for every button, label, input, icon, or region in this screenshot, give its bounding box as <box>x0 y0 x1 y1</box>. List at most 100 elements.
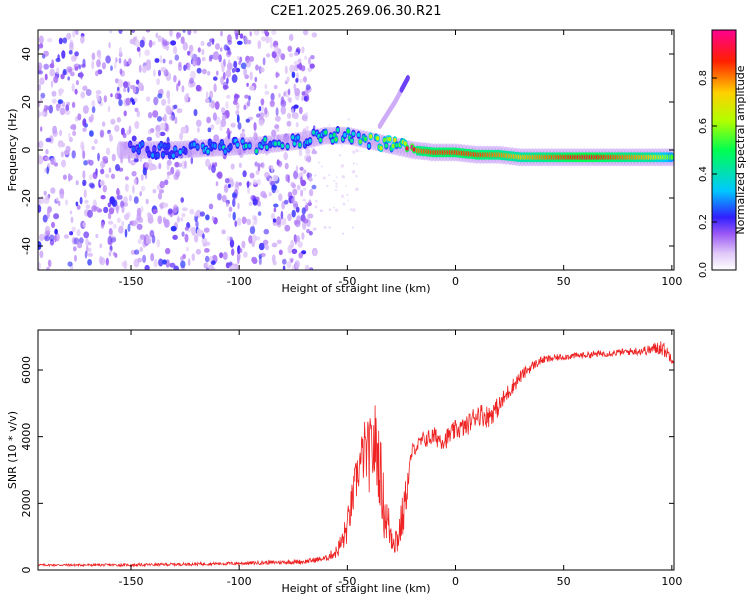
noise-speckle <box>257 162 261 172</box>
noise-speckle <box>232 192 237 199</box>
noise-speckle <box>68 173 71 182</box>
noise-speckle <box>186 246 189 252</box>
noise-speckle <box>127 223 131 232</box>
noise-speckle <box>108 132 112 140</box>
noise-speckle <box>160 98 167 106</box>
noise-speckle <box>39 43 44 49</box>
noise-speckle <box>142 65 147 73</box>
y-tick-label: 0 <box>20 147 33 154</box>
noise-speckle <box>276 159 280 166</box>
noise-speckle <box>301 95 304 102</box>
noise-speckle <box>249 31 252 37</box>
noise-speckle <box>131 135 137 142</box>
noise-speckle <box>271 30 277 35</box>
noise-speckle <box>320 209 324 213</box>
noise-speckle <box>280 210 284 220</box>
noise-speckle <box>355 187 359 191</box>
noise-speckle <box>38 140 44 149</box>
noise-speckle <box>314 126 317 129</box>
noise-speckle <box>136 212 142 221</box>
noise-speckle <box>239 132 246 139</box>
noise-speckle <box>230 163 235 170</box>
noise-speckle <box>59 107 66 116</box>
noise-speckle <box>173 173 180 181</box>
noise-speckle <box>133 157 139 163</box>
noise-speckle <box>303 154 310 162</box>
noise-speckle <box>205 91 209 100</box>
noise-speckle <box>214 162 218 167</box>
noise-speckle <box>355 148 359 153</box>
noise-speckle <box>254 122 257 131</box>
ridge-core <box>163 144 167 149</box>
noise-speckle <box>189 52 194 58</box>
noise-speckle <box>138 64 142 73</box>
noise-speckle <box>72 246 77 252</box>
ridge-core <box>412 147 416 152</box>
noise-speckle <box>51 90 57 97</box>
noise-speckle <box>301 232 305 240</box>
noise-speckle <box>137 82 144 91</box>
noise-speckle <box>335 176 338 179</box>
noise-speckle <box>62 37 68 44</box>
noise-speckle <box>301 91 306 96</box>
noise-speckle <box>299 166 304 171</box>
noise-speckle <box>318 161 321 164</box>
noise-speckle <box>273 84 278 90</box>
noise-speckle <box>80 91 85 99</box>
noise-speckle <box>306 216 310 220</box>
noise-speckle <box>99 243 103 249</box>
noise-speckle <box>108 220 114 225</box>
noise-speckle <box>114 124 120 132</box>
noise-speckle <box>232 211 236 221</box>
noise-speckle <box>110 173 116 180</box>
noise-speckle <box>249 172 255 179</box>
noise-speckle <box>166 171 172 176</box>
noise-speckle <box>149 229 155 238</box>
noise-speckle <box>254 76 258 83</box>
noise-speckle <box>351 226 355 229</box>
noise-speckle <box>205 98 210 104</box>
noise-speckle <box>249 56 255 62</box>
ridge-core <box>367 143 371 149</box>
noise-speckle <box>232 100 238 105</box>
noise-speckle <box>284 65 288 75</box>
noise-speckle <box>293 104 299 109</box>
noise-speckle <box>211 216 215 222</box>
noise-speckle <box>180 36 185 44</box>
noise-speckle <box>341 144 344 147</box>
noise-speckle <box>208 203 214 210</box>
noise-speckle <box>82 118 86 127</box>
noise-speckle <box>236 55 240 61</box>
noise-speckle <box>114 92 120 100</box>
noise-speckle <box>264 30 268 35</box>
noise-speckle <box>283 152 289 161</box>
noise-speckle <box>47 207 51 214</box>
noise-speckle <box>264 83 268 89</box>
noise-speckle <box>133 196 139 204</box>
noise-speckle <box>164 179 169 186</box>
noise-speckle <box>51 59 54 67</box>
noise-speckle <box>131 170 137 177</box>
ridge-core <box>254 149 259 154</box>
noise-speckle <box>82 179 87 186</box>
noise-speckle <box>290 108 294 114</box>
snr-series-line <box>38 341 674 568</box>
noise-speckle <box>165 247 171 255</box>
noise-speckle <box>44 73 48 81</box>
x-tick-label: 0 <box>452 575 459 588</box>
noise-speckle <box>110 65 113 71</box>
noise-speckle <box>220 118 227 128</box>
noise-speckle <box>114 253 118 258</box>
noise-speckle <box>232 198 236 208</box>
noise-speckle <box>249 226 256 235</box>
ridge-core <box>159 142 163 147</box>
noise-speckle <box>269 100 275 108</box>
noise-speckle <box>282 258 287 265</box>
noise-speckle <box>144 264 150 270</box>
noise-speckle <box>352 162 355 165</box>
noise-speckle <box>206 262 209 269</box>
colorbar-tick-label: 0.2 <box>698 214 709 230</box>
noise-speckle <box>43 63 49 70</box>
noise-speckle <box>150 253 155 262</box>
noise-speckle <box>145 30 151 33</box>
